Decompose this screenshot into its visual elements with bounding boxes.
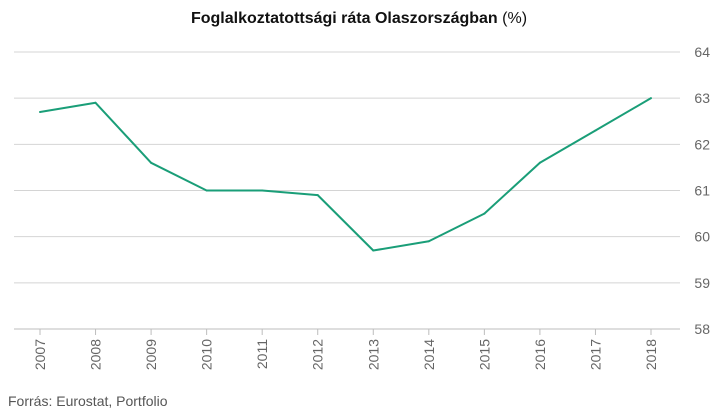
chart-title: Foglalkoztatottsági ráta Olaszországban … — [0, 10, 718, 28]
x-tick-label: 2015 — [476, 339, 492, 370]
data-point — [483, 212, 486, 215]
data-point — [94, 101, 97, 104]
x-tick-label: 2018 — [643, 339, 659, 370]
data-point — [427, 240, 430, 243]
series-line — [39, 97, 652, 252]
x-tick-label: 2008 — [88, 339, 104, 370]
x-tick-label: 2012 — [310, 339, 326, 370]
chart-title-text: Foglalkoztatottsági ráta Olaszországban — [190, 10, 498, 27]
x-tick-label: 2014 — [421, 339, 437, 370]
series-group — [39, 97, 652, 252]
data-point — [316, 194, 319, 197]
data-point — [372, 249, 375, 252]
y-axis-ticks: 58 59 60 61 62 63 64 — [694, 44, 710, 337]
data-point — [150, 161, 153, 164]
x-tick-label: 2011 — [254, 339, 270, 369]
data-point — [39, 111, 41, 114]
y-tick-label: 59 — [694, 275, 710, 291]
x-tick-label: 2009 — [143, 339, 159, 370]
y-tick-label: 64 — [694, 44, 710, 60]
x-axis-ticks: 2007 2008 2009 2010 2011 2012 2013 2014 2015 2016… — [32, 329, 659, 370]
data-point — [650, 97, 652, 100]
data-point — [594, 129, 597, 132]
gridlines — [14, 51, 680, 330]
y-tick-label: 61 — [694, 183, 710, 199]
source-note: Forrás: Eurostat, Portfolio — [8, 393, 168, 409]
y-tick-label: 60 — [694, 229, 710, 245]
chart-title-unit: (%) — [502, 10, 528, 27]
y-tick-label: 62 — [694, 136, 710, 152]
data-point — [205, 189, 208, 192]
x-tick-label: 2007 — [32, 339, 48, 370]
data-point — [538, 161, 541, 164]
data-point — [261, 189, 264, 192]
x-tick-label: 2013 — [365, 339, 381, 370]
x-tick-label: 2010 — [199, 339, 215, 370]
x-tick-label: 2017 — [587, 339, 603, 370]
x-tick-label: 2016 — [532, 339, 548, 370]
y-tick-label: 58 — [694, 321, 710, 337]
y-tick-label: 63 — [694, 90, 710, 106]
